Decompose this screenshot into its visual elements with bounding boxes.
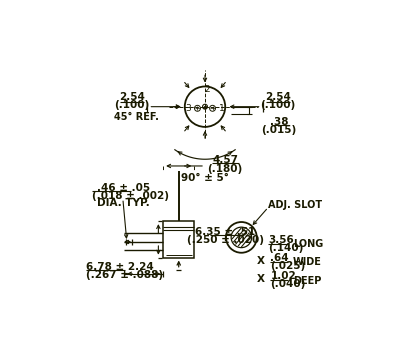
Text: (.100): (.100) [260, 100, 295, 110]
Text: (.025): (.025) [270, 261, 306, 271]
Text: (.267 ± .088): (.267 ± .088) [86, 270, 164, 280]
Text: 6.78 ± 2.24: 6.78 ± 2.24 [86, 262, 154, 272]
Text: (.018 ± .002): (.018 ± .002) [92, 191, 169, 201]
Text: 2.54: 2.54 [265, 92, 291, 102]
Text: (.250 ± .020): (.250 ± .020) [187, 235, 264, 245]
Text: 45° REF.: 45° REF. [114, 112, 159, 122]
Text: 90° ± 5°: 90° ± 5° [181, 173, 229, 183]
Text: (.015): (.015) [262, 125, 297, 135]
Bar [163, 221, 194, 258]
Text: ADJ. SLOT: ADJ. SLOT [268, 199, 322, 210]
Text: .46 ± .05: .46 ± .05 [97, 183, 150, 193]
Text: 6.35 ± .51: 6.35 ± .51 [195, 227, 255, 237]
Text: X: X [256, 274, 264, 284]
Text: 4.57: 4.57 [212, 155, 238, 165]
Text: 3: 3 [186, 104, 191, 113]
Text: (.140): (.140) [268, 243, 304, 253]
Text: DIA. TYP.: DIA. TYP. [97, 198, 150, 208]
Text: X: X [256, 256, 264, 266]
Text: 3.56: 3.56 [268, 235, 294, 245]
Text: 1: 1 [219, 104, 224, 113]
Text: 2: 2 [204, 85, 210, 94]
Text: DEEP: DEEP [293, 275, 321, 286]
Text: WIDE: WIDE [293, 257, 322, 267]
Text: 1.02: 1.02 [270, 271, 296, 281]
Text: .64: .64 [270, 253, 289, 262]
Text: (.100): (.100) [115, 100, 150, 110]
Text: (.040): (.040) [270, 279, 306, 289]
Text: LONG: LONG [293, 239, 323, 249]
Text: 2.54: 2.54 [119, 92, 145, 102]
Text: .38: .38 [270, 117, 288, 126]
Text: (.180): (.180) [208, 164, 243, 174]
